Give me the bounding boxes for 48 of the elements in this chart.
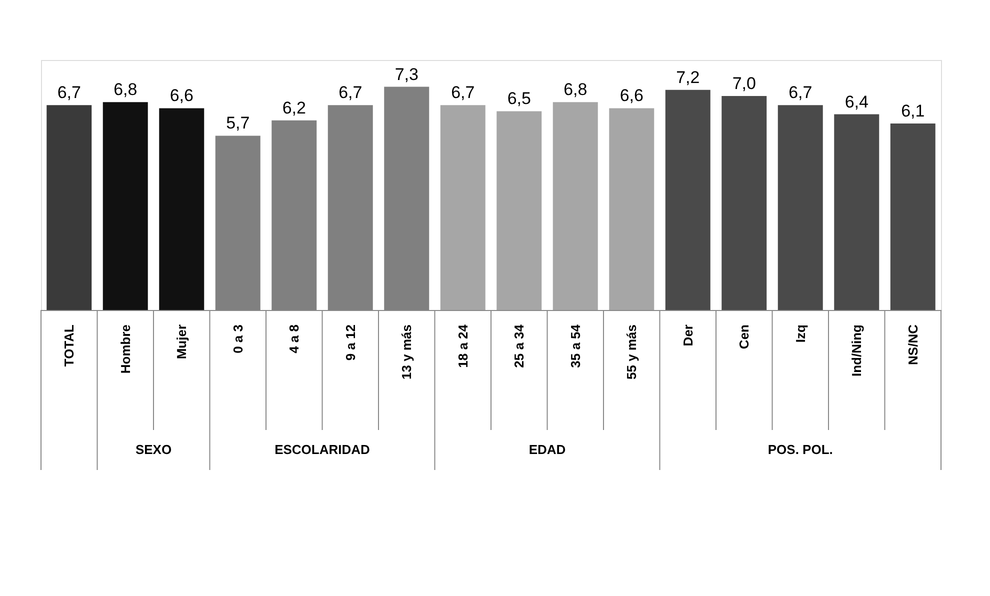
x-tick-label: 4 a 8 bbox=[286, 324, 302, 354]
text: POS. POL. bbox=[768, 442, 833, 457]
data-label: 7,0 bbox=[732, 74, 756, 93]
bar bbox=[552, 102, 598, 310]
x-tick-label: 13 y más bbox=[399, 324, 414, 380]
data-label: 7,3 bbox=[394, 64, 418, 84]
data-label: 6,1 bbox=[901, 101, 925, 120]
bar bbox=[722, 96, 767, 310]
data-label: 6,7 bbox=[451, 83, 475, 102]
bar bbox=[609, 108, 654, 310]
bar bbox=[665, 90, 710, 310]
data-label: 6,6 bbox=[620, 86, 644, 106]
data-label: 6,7 bbox=[788, 83, 812, 102]
x-tick-label: 55 y más bbox=[624, 324, 640, 380]
data-label: 6,4 bbox=[844, 92, 868, 112]
x-tick-label: 0 a 3 bbox=[230, 324, 246, 354]
bar bbox=[496, 111, 542, 310]
data-label: 6,8 bbox=[564, 80, 588, 100]
x-tick-label: Cen bbox=[736, 324, 752, 350]
x-tick-label: Izq bbox=[792, 324, 808, 343]
bar bbox=[440, 105, 486, 310]
bar bbox=[778, 105, 823, 310]
x-tick-label: Hombre bbox=[118, 324, 133, 374]
data-label: 6,5 bbox=[507, 89, 531, 108]
data-label: 6,7 bbox=[57, 83, 81, 102]
data-label: 7,2 bbox=[676, 68, 700, 87]
x-tick-label: 35 a 54 bbox=[568, 324, 583, 368]
x-tick-label: NS/NC bbox=[905, 324, 920, 365]
x-tick-label: Der bbox=[680, 324, 696, 346]
text: EDAD bbox=[528, 442, 566, 457]
x-tick-label: Mujer bbox=[174, 324, 190, 360]
x-tick-label: 9 a 12 bbox=[342, 324, 358, 361]
x-tick-label: Ind/Ning bbox=[849, 324, 864, 376]
data-label: 6,8 bbox=[114, 80, 138, 100]
bar bbox=[102, 102, 148, 310]
x-tick-label: 18 a 24 bbox=[455, 324, 470, 368]
data-label: 5,7 bbox=[226, 114, 250, 133]
data-label: 6,2 bbox=[282, 98, 306, 118]
bar bbox=[890, 123, 936, 310]
bar bbox=[46, 105, 92, 310]
bar bbox=[834, 114, 880, 310]
text: SEXO bbox=[135, 442, 172, 457]
data-label: 6,7 bbox=[338, 83, 362, 102]
data-label: 6,6 bbox=[170, 86, 194, 106]
x-tick-label: TOTAL bbox=[62, 324, 77, 367]
text: ESCOLARIDAD bbox=[274, 442, 370, 457]
bar bbox=[159, 108, 204, 310]
x-tick-label: 25 a 34 bbox=[512, 324, 527, 368]
